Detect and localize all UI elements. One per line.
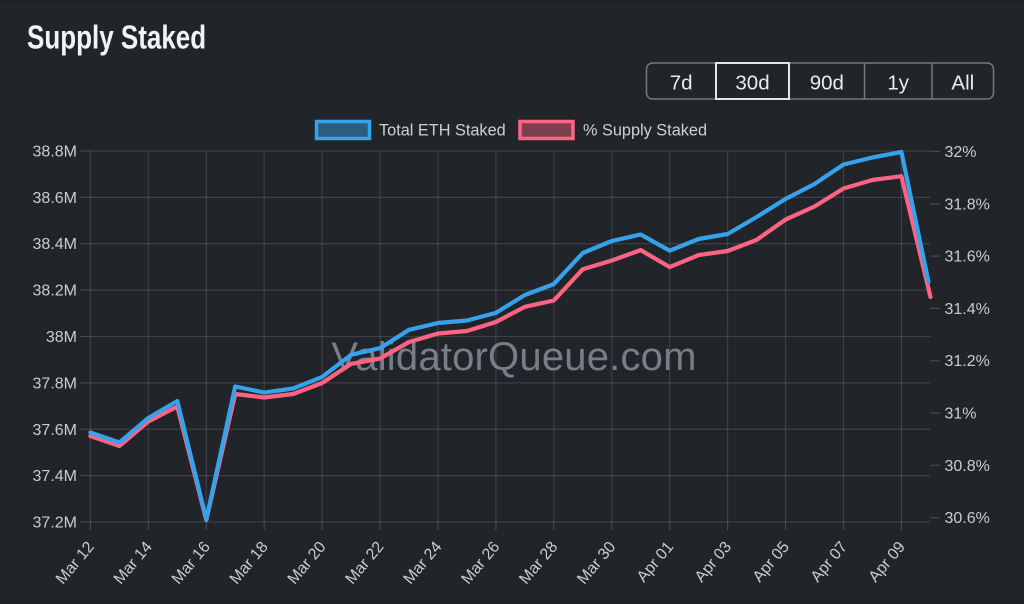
svg-text:31.8%: 31.8% xyxy=(945,196,990,213)
svg-text:31.4%: 31.4% xyxy=(945,301,990,318)
svg-text:All: All xyxy=(951,72,974,95)
svg-text:31%: 31% xyxy=(945,406,977,423)
svg-text:37.2M: 37.2M xyxy=(33,515,77,532)
svg-text:37.8M: 37.8M xyxy=(33,375,77,392)
svg-text:Total ETH Staked: Total ETH Staked xyxy=(379,122,506,140)
svg-text:30.6%: 30.6% xyxy=(945,510,990,527)
svg-text:90d: 90d xyxy=(810,72,844,95)
svg-text:38.2M: 38.2M xyxy=(33,283,77,300)
svg-text:37.6M: 37.6M xyxy=(33,422,77,439)
svg-text:30.8%: 30.8% xyxy=(945,458,990,475)
svg-text:% Supply Staked: % Supply Staked xyxy=(583,122,707,140)
svg-text:1y: 1y xyxy=(887,72,909,95)
svg-text:Supply Staked: Supply Staked xyxy=(27,19,206,56)
svg-text:30d: 30d xyxy=(735,72,769,95)
svg-text:31.6%: 31.6% xyxy=(945,249,990,266)
svg-text:38M: 38M xyxy=(46,329,77,346)
svg-text:38.6M: 38.6M xyxy=(33,190,77,207)
svg-text:38.8M: 38.8M xyxy=(33,144,77,161)
svg-text:37.4M: 37.4M xyxy=(33,468,77,485)
svg-text:7d: 7d xyxy=(670,72,693,95)
svg-text:32%: 32% xyxy=(945,144,977,161)
svg-text:31.2%: 31.2% xyxy=(945,353,990,370)
svg-text:38.4M: 38.4M xyxy=(33,236,77,253)
